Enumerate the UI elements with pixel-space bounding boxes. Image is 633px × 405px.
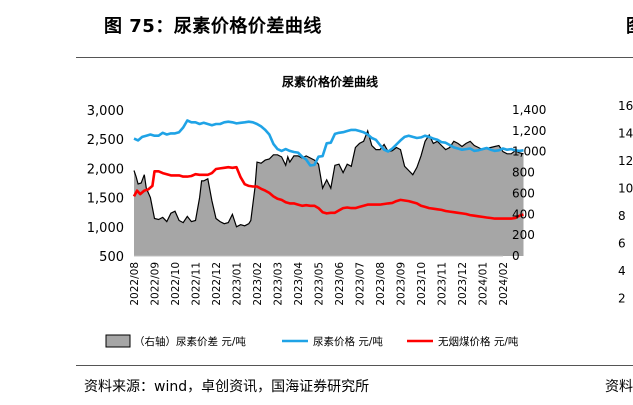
x-axis-tick-label: 2022/11 (191, 262, 203, 306)
price-line-layer (132, 119, 524, 220)
right-axis-tick-label: 1,400 (512, 103, 546, 117)
right-axis-tick-label: 600 (512, 186, 535, 200)
left-axis-tick-label: 2,000 (87, 162, 124, 177)
left-axis-tick-label: 3,000 (87, 104, 124, 119)
adjacent-figure-title-fragment: 图 (626, 12, 633, 38)
adjacent-source-fragment: 资料 (605, 379, 633, 395)
legend-label-anthracite: 无烟煤价格 元/吨 (438, 335, 519, 348)
top-rule (76, 57, 633, 58)
x-axis-tick-label: 2023/12 (457, 262, 469, 306)
adjacent-axis-tick-label: 2 (618, 292, 626, 306)
adjacent-axis-tick-label: 16 (618, 99, 633, 113)
adjacent-axis-tick-label: 14 (618, 127, 633, 141)
series-line-anthracite-price (132, 165, 524, 220)
x-axis-tick-label: 2023/11 (437, 262, 449, 306)
x-axis-tick-label: 2023/08 (375, 262, 387, 306)
bottom-rule (76, 365, 633, 366)
x-axis-tick-label: 2023/07 (355, 262, 367, 306)
chart-title: 尿素价格价差曲线 (282, 74, 378, 89)
left-axis-tick-label: 2,500 (87, 133, 124, 148)
source-note: 资料来源：wind，卓创资讯，国海证券研究所 (84, 379, 370, 395)
right-axis-tick-label: 1,200 (512, 124, 546, 138)
x-axis-tick-label: 2024/02 (498, 262, 510, 306)
x-axis-tick-label: 2023/04 (293, 262, 305, 306)
figure-title: 图 75：尿素价格价差曲线 (104, 16, 322, 37)
adjacent-axis-tick-label: 4 (618, 264, 626, 278)
series-line-urea-price (133, 119, 524, 167)
adjacent-axis-tick-label: 8 (618, 209, 626, 223)
legend-label-urea: 尿素价格 元/吨 (313, 335, 383, 348)
right-axis-tick-label: 0 (512, 249, 520, 263)
axis-layer: 3,000 2,500 2,000 1,500 1,000 500 1,400 1,200 1,… (87, 103, 547, 306)
x-axis-tick-label: 2023/10 (416, 262, 428, 306)
left-axis-tick-label: 1,000 (87, 221, 124, 236)
right-axis-tick-label: 800 (512, 166, 535, 180)
x-axis-tick-label: 2022/10 (170, 262, 182, 306)
legend-label-spread: （右轴）尿素价差 元/吨 (134, 335, 246, 348)
x-axis-tick-label: 2022/12 (211, 262, 223, 306)
right-axis-tick-label: 400 (512, 207, 535, 221)
x-axis-tick-label: 2022/09 (150, 262, 162, 306)
x-axis-tick-label: 2023/05 (314, 262, 326, 306)
adjacent-axis-tick-label: 12 (618, 154, 633, 168)
adjacent-axis-tick-label: 10 (618, 182, 633, 196)
right-axis-tick-label: 200 (512, 228, 535, 242)
series-area-spread (134, 130, 524, 256)
left-axis-tick-label: 500 (99, 250, 124, 265)
x-axis-tick-label: 2023/03 (273, 262, 285, 306)
legend-swatch-spread (105, 334, 131, 348)
left-axis-tick-label: 1,500 (87, 192, 124, 207)
x-axis-tick-label: 2024/01 (478, 262, 490, 306)
x-axis-tick-label: 2023/02 (252, 262, 264, 306)
right-axis-tick-label: 1,000 (512, 145, 546, 159)
x-axis-tick-label: 2023/09 (396, 262, 408, 306)
legend: （右轴）尿素价差 元/吨 尿素价格 元/吨 无烟煤价格 元/吨 (105, 334, 519, 348)
x-axis-tick-label: 2023/06 (334, 262, 346, 306)
x-axis-tick-label: 2022/08 (129, 262, 141, 306)
adjacent-chart-axis-fragment: 16 14 12 10 8 6 4 2 (618, 99, 633, 306)
x-axis-tick-label: 2023/01 (232, 262, 244, 306)
adjacent-axis-tick-label: 6 (618, 237, 626, 251)
